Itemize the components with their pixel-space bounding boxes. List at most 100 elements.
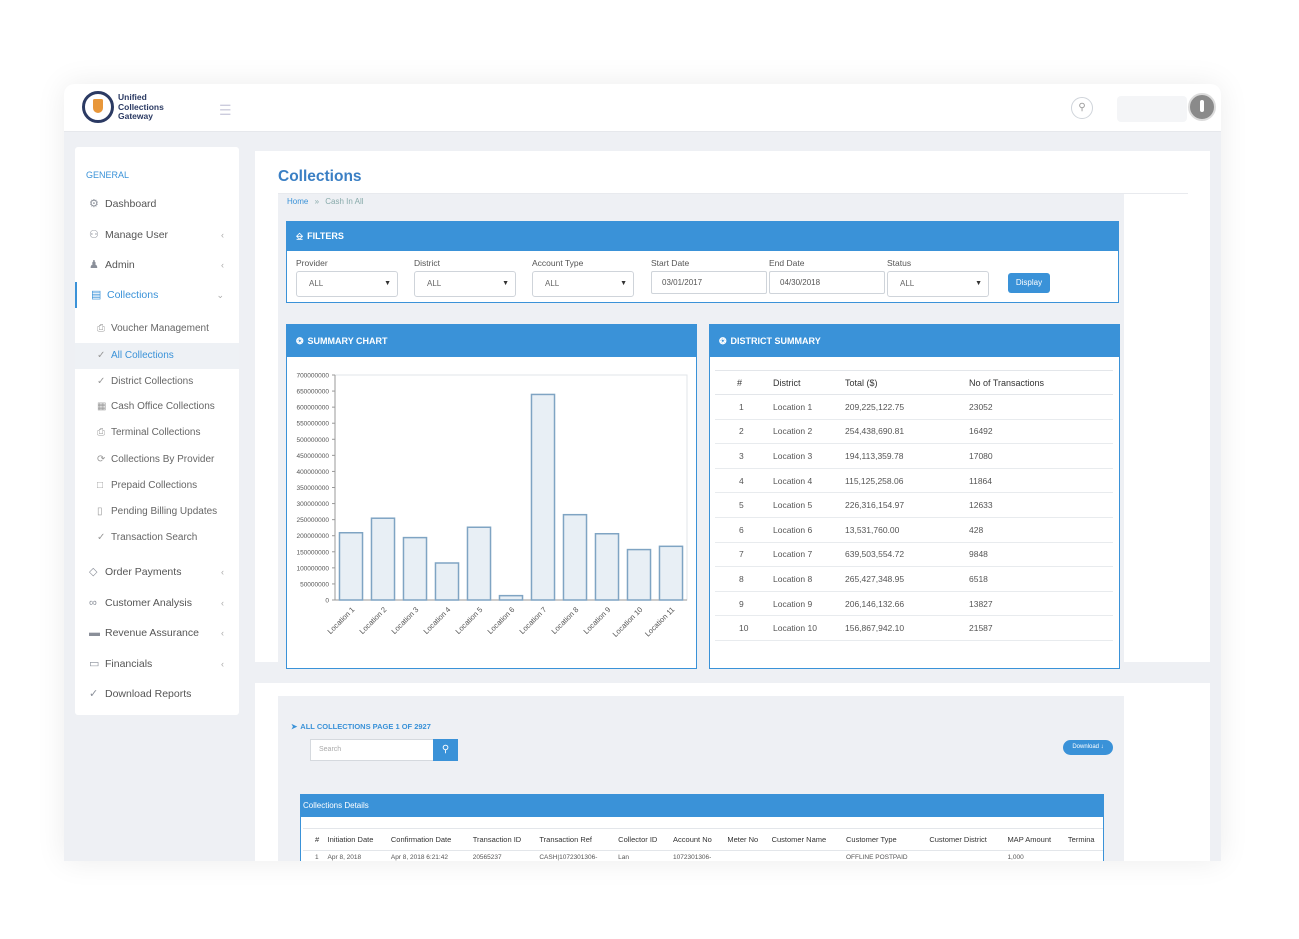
table-row[interactable]: 1 Apr 8, 2018 Apr 8, 2018 6:21:42 20565237 C…: [303, 851, 1103, 861]
y-tick-label: 350000000: [296, 485, 329, 492]
user-icon: ♟: [89, 259, 99, 271]
table-cell: 206,146,132.66: [845, 591, 969, 617]
table-cell: Location 5: [773, 492, 845, 518]
search-button[interactable]: ⚲: [433, 739, 458, 761]
district-select[interactable]: ALL ▼: [414, 271, 516, 297]
summary-chart-panel: ❂ SUMMARY CHART 0 50000000 100000000 1500000…: [286, 324, 697, 669]
column-header: Confirmation Date: [386, 828, 469, 851]
y-tick-label: 100000000: [296, 565, 329, 572]
subitem-cash-office-collections[interactable]: ▦ Cash Office Collections: [75, 394, 239, 420]
all-collections-section: ➤ ALL COLLECTIONS PAGE 1 OF 2927 Search ⚲…: [255, 683, 1210, 861]
sidebar-item-dashboard[interactable]: ⚙ Dashboard: [75, 191, 239, 217]
column-header: Total ($): [845, 370, 969, 395]
subitem-district-collections[interactable]: ✓ District Collections: [75, 369, 239, 395]
district-summary-title: DISTRICT SUMMARY: [730, 336, 821, 346]
table-cell: Location 8: [773, 566, 845, 592]
table-cell: 13827: [969, 591, 1113, 617]
title-divider: [278, 193, 1188, 194]
breadcrumb-separator: »: [314, 197, 320, 206]
logo-icon[interactable]: [82, 91, 114, 123]
sidebar-item-download-reports[interactable]: ✓ Download Reports: [75, 681, 239, 707]
x-tick-label: Location 6: [486, 605, 517, 636]
chevron-left-icon: ‹: [221, 659, 224, 669]
table-cell: 6: [715, 517, 773, 543]
sidebar-item-label: Collections: [107, 289, 159, 301]
column-header: District: [773, 370, 845, 395]
account-type-select[interactable]: ALL ▼: [532, 271, 634, 297]
table-cell: 428: [969, 517, 1113, 543]
file-icon: □: [97, 480, 104, 491]
table-cell: 265,427,348.95: [845, 566, 969, 592]
end-date-input[interactable]: 04/30/2018: [769, 271, 885, 294]
subitem-pending-billing-updates[interactable]: ▯ Pending Billing Updates: [75, 499, 239, 525]
search-input[interactable]: Search: [310, 739, 434, 761]
summary-chart-header: ❂ SUMMARY CHART: [287, 325, 696, 357]
sidebar-item-financials[interactable]: ▭ Financials ‹: [75, 651, 239, 677]
table-cell: 5: [715, 492, 773, 518]
bar: [402, 536, 428, 601]
table-cell: Location 7: [773, 542, 845, 568]
district-summary-panel: ❂ DISTRICT SUMMARY # District Total ($) N…: [709, 324, 1120, 669]
user-name-box[interactable]: [1117, 96, 1187, 122]
provider-select[interactable]: ALL ▼: [296, 271, 398, 297]
table-row: 3 Location 3 194,113,359.78 17080: [715, 443, 1113, 469]
table-cell: 6518: [969, 566, 1113, 592]
y-tick-label: 600000000: [296, 405, 329, 412]
sidebar-item-manage-user[interactable]: ⚇ Manage User ‹: [75, 222, 239, 248]
caret-down-icon: ▼: [975, 280, 982, 287]
x-tick-label: Location 9: [582, 605, 613, 636]
dashboard-icon: ⚙: [89, 198, 99, 210]
y-tick-label: 500000000: [296, 437, 329, 444]
start-date-input[interactable]: 03/01/2017: [651, 271, 767, 294]
table-cell: Location 2: [773, 419, 845, 445]
subitem-terminal-collections[interactable]: ⎙ Terminal Collections: [75, 420, 239, 446]
collections-details-panel: Collections Details # Initiation Date Conf…: [300, 794, 1104, 861]
search-icon[interactable]: ⚲: [1071, 97, 1093, 119]
subitem-transaction-search[interactable]: ✓ Transaction Search: [75, 525, 239, 551]
y-tick-label: 400000000: [296, 469, 329, 476]
y-tick-label: 150000000: [296, 549, 329, 556]
table-cell: OFFLINE POSTPAID: [845, 854, 908, 861]
printer-icon: ⎙: [97, 323, 105, 334]
subitem-all-collections[interactable]: ✓ All Collections: [75, 343, 239, 369]
sidebar-item-admin[interactable]: ♟ Admin ‹: [75, 252, 239, 278]
sidebar-item-revenue-assurance[interactable]: ▬ Revenue Assurance ‹: [75, 620, 239, 646]
subitem-prepaid-collections[interactable]: □ Prepaid Collections: [75, 473, 239, 499]
chevron-left-icon: ‹: [221, 230, 224, 240]
sidebar-item-customer-analysis[interactable]: ∞ Customer Analysis ‹: [75, 590, 239, 616]
sidebar-item-order-payments[interactable]: ◇ Order Payments ‹: [75, 559, 239, 585]
table-row: 6 Location 6 13,531,760.00 428: [715, 517, 1113, 543]
subitem-collections-by-provider[interactable]: ⟳ Collections By Provider: [75, 447, 239, 473]
display-button[interactable]: Display: [1008, 273, 1050, 293]
status-value: ALL: [900, 279, 915, 288]
chevron-left-icon: ‹: [221, 567, 224, 577]
hamburger-icon[interactable]: ☰: [219, 102, 232, 118]
app-logo-text: Unified Collections Gateway: [118, 92, 164, 121]
x-tick-label: Location 3: [390, 605, 421, 636]
breadcrumb-home[interactable]: Home: [287, 197, 309, 206]
subitem-voucher-management[interactable]: ⎙ Voucher Management: [75, 316, 239, 342]
table-cell: 209,225,122.75: [845, 394, 969, 420]
sidebar-item-collections[interactable]: ▤ Collections ⌄: [75, 282, 239, 308]
table-cell: 2: [715, 419, 773, 445]
bar: [626, 548, 652, 601]
district-label: District: [414, 258, 440, 268]
filters-title: FILTERS: [307, 231, 344, 241]
district-value: ALL: [427, 279, 442, 288]
table-cell: 194,113,359.78: [845, 443, 969, 469]
avatar[interactable]: [1188, 93, 1216, 121]
status-select[interactable]: ALL ▼: [887, 271, 989, 297]
provider-label: Provider: [296, 258, 328, 268]
download-button[interactable]: Download ↓: [1063, 740, 1113, 755]
grid-icon: ▦: [97, 401, 107, 412]
sidebar-item-label: Order Payments: [105, 566, 182, 578]
y-tick-label: 0: [325, 598, 329, 605]
x-tick-label: Location 10: [611, 605, 645, 639]
table-cell: 10: [715, 615, 773, 641]
subitem-label: All Collections: [111, 350, 174, 361]
filter-icon: ⎒: [296, 231, 304, 241]
sidebar-item-label: Revenue Assurance: [105, 627, 199, 639]
column-header: Collector ID: [614, 828, 670, 851]
dashboard-icon: ❂: [296, 336, 304, 346]
bar: [338, 531, 364, 601]
